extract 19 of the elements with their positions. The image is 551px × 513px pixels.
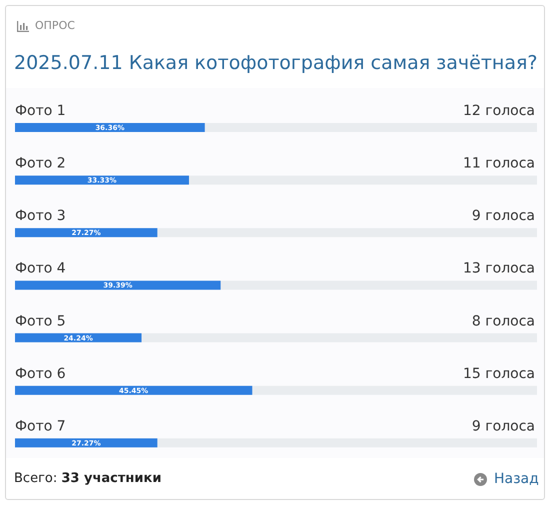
- text: Назад: [494, 471, 539, 487]
- y-tick-label: Фото 7: [15, 418, 66, 434]
- bar: [15, 333, 142, 342]
- chart-subtitle: ОПРОС: [35, 19, 75, 32]
- y-tick-label: Фото 1: [15, 103, 66, 119]
- text: Всего: 33 участники: [14, 471, 162, 486]
- annotation: 13 голоса: [463, 260, 535, 277]
- annotation: 12 голоса: [463, 103, 535, 119]
- chart-title: 2025.07.11 Какая котофотография самая зачётная?: [14, 52, 538, 74]
- annotation: 8 голоса: [472, 313, 535, 330]
- annotation: 9 голоса: [472, 418, 535, 434]
- y-tick-label: Фото 6: [15, 366, 66, 382]
- annotation: 15 голоса: [463, 366, 535, 382]
- y-tick-label: Фото 4: [15, 260, 66, 277]
- annotation: 9 голоса: [472, 208, 535, 224]
- y-tick-label: Фото 3: [15, 208, 66, 224]
- y-tick-label: Фото 2: [15, 156, 66, 172]
- annotation: 11 голоса: [463, 156, 535, 172]
- y-tick-label: Фото 5: [15, 313, 66, 330]
